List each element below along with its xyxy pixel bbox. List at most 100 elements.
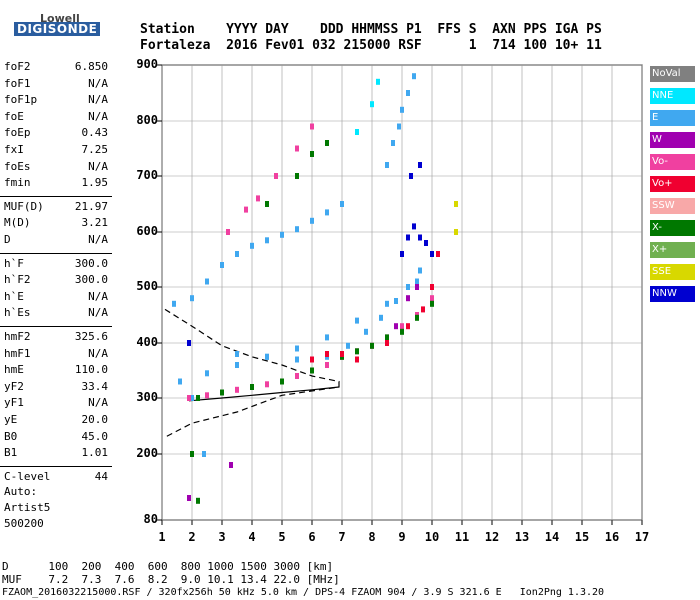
- legend-item: NNW: [650, 286, 695, 302]
- echo-point-nne: [376, 78, 380, 85]
- echo-point-vo: [436, 251, 440, 257]
- x-tick-label: 2: [188, 530, 196, 544]
- param-label: D: [4, 233, 11, 246]
- echo-point-e: [265, 353, 269, 360]
- echo-point-vo: [325, 362, 329, 368]
- param-row: foEp 0.43: [4, 126, 108, 139]
- param-label: B0: [4, 429, 18, 443]
- echo-point-e: [340, 201, 344, 207]
- echo-point-vo: [187, 395, 191, 401]
- param-label: foE: [4, 109, 24, 123]
- y-tick-label: 900: [136, 57, 158, 71]
- profile-solid-line: [188, 386, 340, 402]
- y-tick-label: 700: [136, 168, 158, 182]
- echo-point-e: [295, 356, 299, 363]
- x-tick-label: 3: [218, 530, 226, 544]
- echo-point-sse: [454, 201, 458, 207]
- echo-point-vo: [430, 295, 434, 302]
- x-tick-label: 15: [574, 530, 590, 544]
- param-separator: [0, 465, 112, 467]
- echo-point-x: [310, 151, 314, 157]
- param-value: N/A: [88, 76, 108, 90]
- param-value: 1.95: [81, 176, 109, 190]
- echo-point-w: [415, 284, 419, 290]
- x-tick-label: 7: [338, 530, 346, 544]
- profile-dashed-line: [164, 308, 340, 438]
- echo-point-e: [418, 267, 422, 274]
- echo-point-e: [250, 242, 254, 249]
- echo-point-x: [220, 389, 224, 396]
- echo-point-w: [406, 295, 410, 302]
- param-row: fmin 1.95: [4, 176, 108, 189]
- param-value: 3.21: [81, 216, 109, 230]
- param-value: 1.01: [81, 446, 109, 460]
- param-value: 0.43: [81, 126, 109, 140]
- echo-point-e: [178, 378, 182, 385]
- param-value: N/A: [88, 289, 108, 303]
- x-tick-label: 4: [248, 530, 256, 544]
- x-tick-label: 17: [634, 530, 650, 544]
- param-row: B0 45.0: [4, 430, 108, 443]
- param-row: h`Es N/A: [4, 306, 108, 319]
- echo-point-e: [394, 298, 398, 304]
- legend-item: NoVal: [650, 66, 695, 82]
- x-tick-label: 8: [368, 530, 376, 544]
- echo-point-x: [196, 395, 200, 401]
- param-label: yE: [4, 413, 18, 426]
- artist-line1: Auto:: [4, 485, 38, 498]
- param-label: foEs: [4, 159, 31, 173]
- param-value: 7.25: [81, 143, 109, 156]
- echo-point-x: [385, 334, 389, 341]
- y-tick-label: 80: [143, 512, 158, 526]
- legend-item: SSE: [650, 264, 695, 280]
- echo-point-vo: [244, 206, 248, 213]
- x-tick-label: 1: [158, 530, 166, 544]
- param-value: N/A: [88, 396, 108, 410]
- param-label: C-level: [4, 469, 51, 483]
- legend-item: Vo+: [650, 176, 695, 192]
- echo-point-vo: [226, 229, 230, 235]
- param-value: 44: [94, 469, 108, 483]
- echo-point-x: [280, 378, 284, 385]
- echo-point-x: [415, 314, 419, 321]
- param-separator: [0, 252, 112, 254]
- echo-point-e: [385, 300, 389, 307]
- echo-point-e: [202, 451, 206, 457]
- echo-point-nnw: [412, 223, 416, 230]
- echo-point-w: [187, 495, 191, 501]
- param-label: yF2: [4, 379, 24, 393]
- echo-point-vo: [325, 351, 329, 357]
- param-value: N/A: [88, 233, 108, 246]
- echo-point-x: [325, 140, 329, 146]
- echo-point-x: [310, 367, 314, 374]
- param-value: N/A: [88, 93, 108, 107]
- echo-point-w: [229, 462, 233, 468]
- echo-point-e: [172, 300, 176, 307]
- param-label: h`E: [4, 289, 24, 303]
- logo-line2: DIGISONDE: [14, 22, 101, 36]
- echo-point-vo: [274, 173, 278, 179]
- echo-point-vo: [340, 351, 344, 357]
- x-tick-label: 12: [484, 530, 500, 544]
- param-row: foEs N/A: [4, 160, 108, 173]
- echo-point-nne: [370, 101, 374, 108]
- param-row: yF1 N/A: [4, 396, 108, 409]
- param-value: N/A: [88, 306, 108, 320]
- param-row: MUF(D) 21.97: [4, 200, 108, 213]
- param-label: fxI: [4, 143, 24, 156]
- x-tick-label: 6: [308, 530, 316, 544]
- echo-point-vo: [355, 356, 359, 363]
- echo-point-e: [295, 226, 299, 233]
- footer-file-line: FZAOM_2016032215000.RSF / 320fx256h 50 k…: [2, 587, 605, 598]
- param-value: 110.0: [74, 363, 108, 377]
- param-value: 20.0: [81, 413, 109, 426]
- param-label: h`F2: [4, 273, 31, 287]
- echo-point-vo: [430, 284, 434, 290]
- param-row: fxI 7.25: [4, 143, 108, 156]
- param-row: hmF2 325.6: [4, 330, 108, 343]
- param-label: fmin: [4, 176, 31, 190]
- echo-point-e: [391, 140, 395, 146]
- param-row: foF1p N/A: [4, 93, 108, 106]
- echo-point-x: [400, 328, 404, 335]
